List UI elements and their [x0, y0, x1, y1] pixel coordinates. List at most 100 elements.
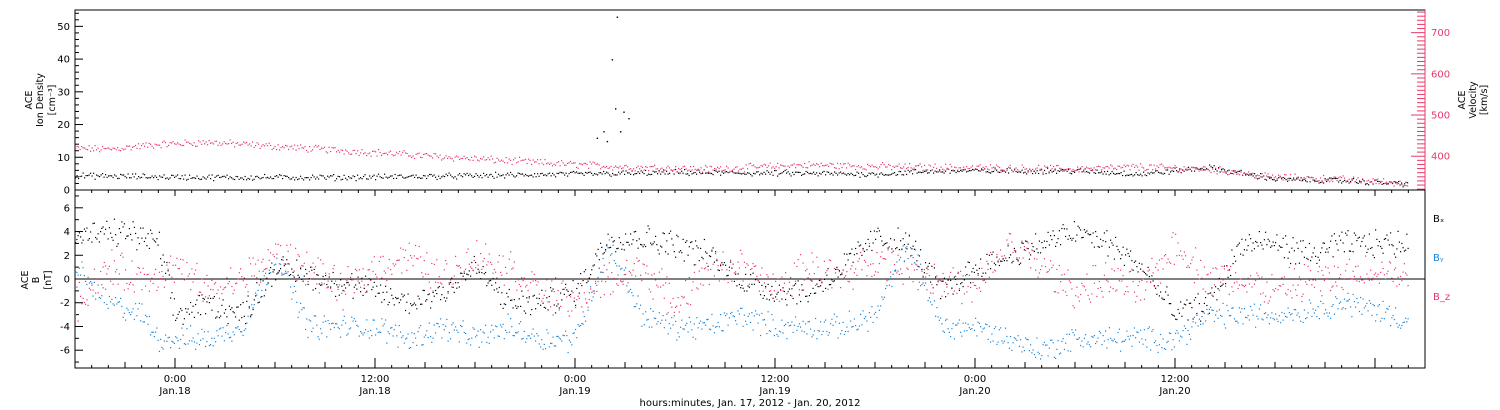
bx-point	[925, 262, 927, 264]
bz-point	[882, 258, 884, 260]
bx-point	[810, 292, 812, 295]
bx-point	[970, 282, 972, 284]
velocity-point	[1117, 165, 1119, 167]
bz-point	[878, 263, 880, 265]
bz-point	[527, 289, 529, 292]
bz-point	[802, 262, 804, 264]
velocity-point	[955, 167, 957, 169]
bx-point	[647, 225, 649, 227]
by-point	[128, 312, 130, 314]
velocity-point	[952, 169, 954, 171]
velocity-point	[1087, 167, 1089, 169]
by-point	[737, 310, 739, 312]
density-point	[1231, 172, 1233, 175]
bz-point	[1105, 262, 1107, 264]
velocity-point	[1338, 177, 1340, 179]
bx-point	[1116, 245, 1118, 247]
by-point	[346, 334, 348, 336]
by-point	[195, 348, 197, 350]
bz-point	[420, 256, 422, 258]
bx-point	[716, 260, 718, 262]
bx-point	[1115, 236, 1117, 238]
bz-point	[548, 301, 550, 303]
density-point	[93, 172, 95, 174]
density-point	[906, 173, 908, 175]
density-point	[1128, 174, 1130, 176]
density-point	[346, 179, 348, 181]
density-point	[756, 171, 758, 173]
velocity-point	[1275, 176, 1277, 178]
bz-point	[1082, 285, 1084, 287]
by-point	[478, 346, 480, 348]
density-point	[1336, 177, 1338, 180]
by-point	[735, 320, 737, 322]
bx-point	[835, 268, 837, 270]
bx-point	[453, 291, 455, 293]
bz-point	[433, 263, 435, 265]
bz-point	[402, 248, 404, 251]
by-point	[955, 324, 957, 326]
bx-point	[1207, 293, 1209, 295]
bz-point	[280, 245, 282, 247]
density-point	[720, 174, 722, 176]
bx-point	[1247, 245, 1249, 247]
velocity-point	[577, 167, 579, 169]
velocity-point	[511, 163, 513, 166]
velocity-point	[379, 151, 381, 154]
bz-point	[675, 306, 677, 308]
bz-point	[207, 285, 209, 287]
velocity-point	[501, 159, 503, 161]
bz-point	[506, 272, 508, 274]
density-point	[1278, 177, 1280, 179]
bx-point	[567, 290, 569, 292]
bz-point	[881, 251, 883, 253]
bx-point	[1213, 291, 1215, 294]
by-point	[265, 272, 267, 274]
by-point	[286, 272, 288, 274]
density-point	[175, 175, 177, 177]
density-point	[1107, 170, 1109, 172]
bx-point	[1393, 253, 1395, 255]
velocity-point	[360, 152, 362, 154]
by-point	[1323, 313, 1325, 315]
by-point	[167, 337, 169, 339]
density-point	[367, 178, 369, 180]
velocity-point	[882, 162, 884, 164]
velocity-point	[423, 153, 425, 156]
bx-point	[200, 314, 202, 316]
bz-point	[612, 291, 614, 293]
velocity-point	[1372, 178, 1374, 180]
bz-point	[252, 257, 254, 259]
bx-point	[460, 272, 462, 274]
bx-point	[601, 246, 603, 248]
bx-point	[237, 306, 239, 308]
by-point	[922, 282, 924, 284]
bz-point	[986, 260, 988, 262]
by-point	[117, 301, 119, 303]
bx-point	[193, 316, 195, 318]
by-point	[957, 322, 959, 324]
by-point	[825, 319, 827, 321]
by-point	[176, 337, 178, 339]
density-point	[463, 173, 465, 175]
density-point	[772, 174, 774, 176]
bx-point	[121, 221, 123, 223]
bz-point	[153, 273, 155, 275]
bx-point	[283, 265, 285, 267]
velocity-point	[97, 147, 99, 149]
velocity-point	[372, 150, 374, 152]
bx-point	[1070, 237, 1072, 239]
bz-point	[353, 292, 355, 294]
by-point	[891, 285, 893, 288]
velocity-point	[243, 141, 245, 143]
density-point	[1221, 168, 1223, 170]
bz-point	[1260, 293, 1262, 295]
bz-point	[453, 275, 455, 277]
velocity-point	[625, 164, 627, 166]
bx-point	[872, 242, 874, 244]
density-outlier	[615, 108, 617, 110]
velocity-point	[709, 165, 711, 167]
velocity-point	[1161, 163, 1163, 165]
bz-point	[521, 277, 523, 279]
velocity-point	[228, 143, 230, 145]
